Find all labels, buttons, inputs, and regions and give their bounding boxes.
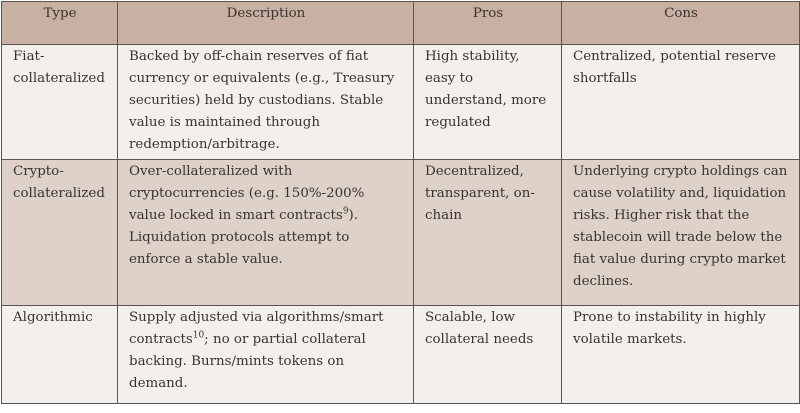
stablecoin-types-table: Type Description Pros Cons Fiat-collater…: [1, 1, 800, 404]
cell-cons: Centralized, potential reserve shortfall…: [561, 44, 800, 160]
header-pros: Pros: [413, 1, 562, 45]
description-text: Supply adjusted via algorithms/smart con…: [129, 310, 384, 347]
cell-pros: High stability, easy to understand, more…: [413, 44, 562, 160]
cell-type: Fiat-collateralized: [1, 44, 118, 160]
footnote-ref[interactable]: 10: [192, 330, 205, 341]
cell-pros: Scalable, low collateral needs: [413, 305, 562, 404]
cell-cons: Underlying crypto holdings can cause vol…: [561, 159, 800, 306]
description-text: Backed by off-chain reserves of fiat cur…: [129, 49, 395, 152]
header-type: Type: [1, 1, 118, 45]
cell-description: Supply adjusted via algorithms/smart con…: [117, 305, 414, 404]
header-row: Type Description Pros Cons: [1, 1, 800, 45]
cell-type: Algorithmic: [1, 305, 118, 404]
header-cons: Cons: [561, 1, 800, 45]
table-row: Fiat-collateralized Backed by off-chain …: [1, 44, 800, 160]
description-text: Over-collateralized with cryptocurrencie…: [129, 164, 365, 223]
table-row: Algorithmic Supply adjusted via algorith…: [1, 305, 800, 404]
table-row: Crypto-collateralized Over-collateralize…: [1, 159, 800, 306]
cell-type: Crypto-collateralized: [1, 159, 118, 306]
cell-pros: Decentralized, transparent, on-chain: [413, 159, 562, 306]
footnote-ref[interactable]: 9: [342, 206, 349, 217]
description-text-cont: ). Liquidation protocols attempt to enfo…: [129, 208, 359, 267]
description-text-cont: ; no or partial collateral backing. Burn…: [129, 332, 366, 391]
cell-description: Backed by off-chain reserves of fiat cur…: [117, 44, 414, 160]
cell-description: Over-collateralized with cryptocurrencie…: [117, 159, 414, 306]
header-description: Description: [117, 1, 414, 45]
cell-cons: Prone to instability in highly volatile …: [561, 305, 800, 404]
